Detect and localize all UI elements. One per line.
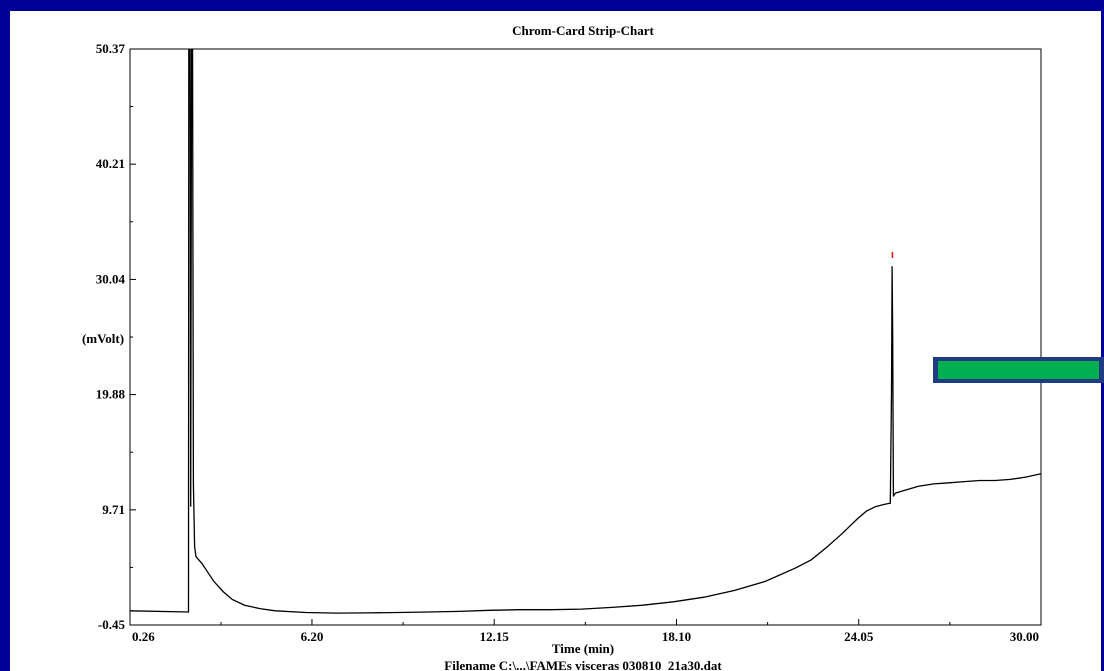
x-tick-label-1: 6.20 (301, 629, 324, 644)
y-tick-label-2: 19.88 (96, 387, 126, 402)
x-tick-label-4: 24.05 (844, 629, 874, 644)
plot-frame (129, 48, 1042, 626)
y-tick-label-5: 50.37 (96, 41, 126, 56)
y-tick-label-3: 30.04 (96, 271, 126, 286)
y-axis-label: (mVolt) (82, 331, 124, 346)
x-tick-label-0: 0.26 (132, 629, 155, 644)
x-tick-label-2: 12.15 (480, 629, 510, 644)
x-tick-label-5: 30.00 (1010, 629, 1039, 644)
x-axis-label: Time (min) (552, 641, 614, 656)
chart-title: Chrom-Card Strip-Chart (512, 23, 654, 38)
y-tick-label-0: -0.45 (98, 617, 126, 632)
axis-layer: -0.45 9.71 19.88 30.04 40.21 50.37 0.26 6.20 12.… (96, 41, 1042, 644)
filename-label: Filename C:\...\FAMEs visceras 030810_21… (444, 658, 722, 671)
chromatogram-trace (130, 49, 1041, 614)
chart-panel: Chrom-Card Strip-Chart -0.45 9.71 19.88 30.… (10, 11, 1101, 671)
plot-layer (130, 49, 1041, 614)
green-bar-callout-icon (933, 357, 1104, 383)
chromatogram-chart: Chrom-Card Strip-Chart -0.45 9.71 19.88 30.… (82, 23, 1042, 671)
x-tick-label-3: 18.10 (662, 629, 691, 644)
callout-fill (938, 361, 1099, 379)
y-tick-label-1: 9.71 (102, 502, 125, 517)
y-tick-label-4: 40.21 (96, 156, 125, 171)
